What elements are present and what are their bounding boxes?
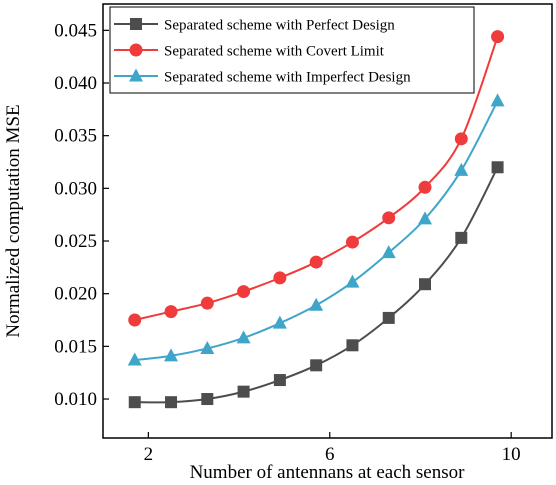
x-tick-label: 2 — [144, 444, 154, 465]
data-point — [454, 132, 468, 146]
data-point — [418, 211, 433, 225]
data-point — [455, 231, 468, 244]
data-point — [128, 396, 141, 409]
legend-box — [109, 6, 475, 94]
data-point — [346, 339, 359, 352]
legend-marker — [129, 68, 143, 82]
data-point — [273, 374, 286, 387]
legend-label: Separated scheme with Covert Limit — [164, 44, 385, 60]
series-line — [134, 100, 499, 362]
data-point — [418, 180, 432, 194]
y-tick-label: 0.035 — [54, 126, 97, 147]
data-point — [345, 274, 360, 288]
y-axis-label: Normalized computation MSE — [3, 104, 24, 337]
data-point — [382, 311, 395, 324]
series-circle — [128, 30, 505, 327]
data-point — [128, 313, 142, 327]
legend-marker — [129, 43, 143, 57]
data-point — [419, 278, 432, 291]
data-point — [127, 352, 142, 366]
data-point — [309, 255, 323, 269]
data-point — [273, 271, 287, 285]
data-point — [309, 297, 324, 311]
y-tick-label: 0.045 — [54, 20, 97, 41]
data-point — [165, 396, 178, 409]
data-point — [272, 315, 287, 329]
legend: Separated scheme with Perfect Design Sepa… — [109, 6, 475, 94]
x-axis-label: Number of antennans at each sensor — [190, 462, 466, 483]
data-point — [490, 93, 505, 107]
data-point — [164, 305, 178, 319]
series-triangle — [127, 93, 505, 366]
legend-marker — [130, 18, 142, 30]
data-point — [382, 211, 396, 225]
y-tick-label: 0.020 — [54, 284, 97, 305]
data-point — [201, 393, 214, 406]
data-point — [491, 161, 504, 174]
series-square — [128, 161, 504, 409]
legend-label: Separated scheme with Perfect Design — [164, 18, 395, 34]
data-point — [200, 296, 214, 310]
x-tick-label: 10 — [502, 444, 521, 465]
data-point — [164, 348, 179, 362]
legend-label: Separated scheme with Imperfect Design — [164, 70, 411, 86]
data-point — [345, 235, 359, 249]
data-point — [310, 359, 323, 372]
data-point — [200, 340, 215, 354]
data-point — [236, 330, 251, 344]
data-point — [237, 385, 250, 398]
y-axis: 0.010 0.015 0.020 0.025 0.030 0.035 0.040 0.045 — [54, 20, 109, 410]
x-axis: 2 6 10 — [144, 432, 521, 465]
series-layer — [127, 30, 505, 409]
y-tick-label: 0.040 — [54, 73, 97, 94]
y-tick-label: 0.010 — [54, 389, 97, 410]
y-tick-label: 0.025 — [54, 231, 97, 252]
data-point — [454, 162, 469, 176]
x-tick-label: 6 — [325, 444, 335, 465]
plot-frame — [102, 3, 553, 439]
y-tick-label: 0.030 — [54, 178, 97, 199]
y-tick-label: 0.015 — [54, 336, 97, 357]
data-point — [381, 245, 396, 259]
data-point — [491, 30, 505, 44]
data-point — [237, 285, 251, 299]
